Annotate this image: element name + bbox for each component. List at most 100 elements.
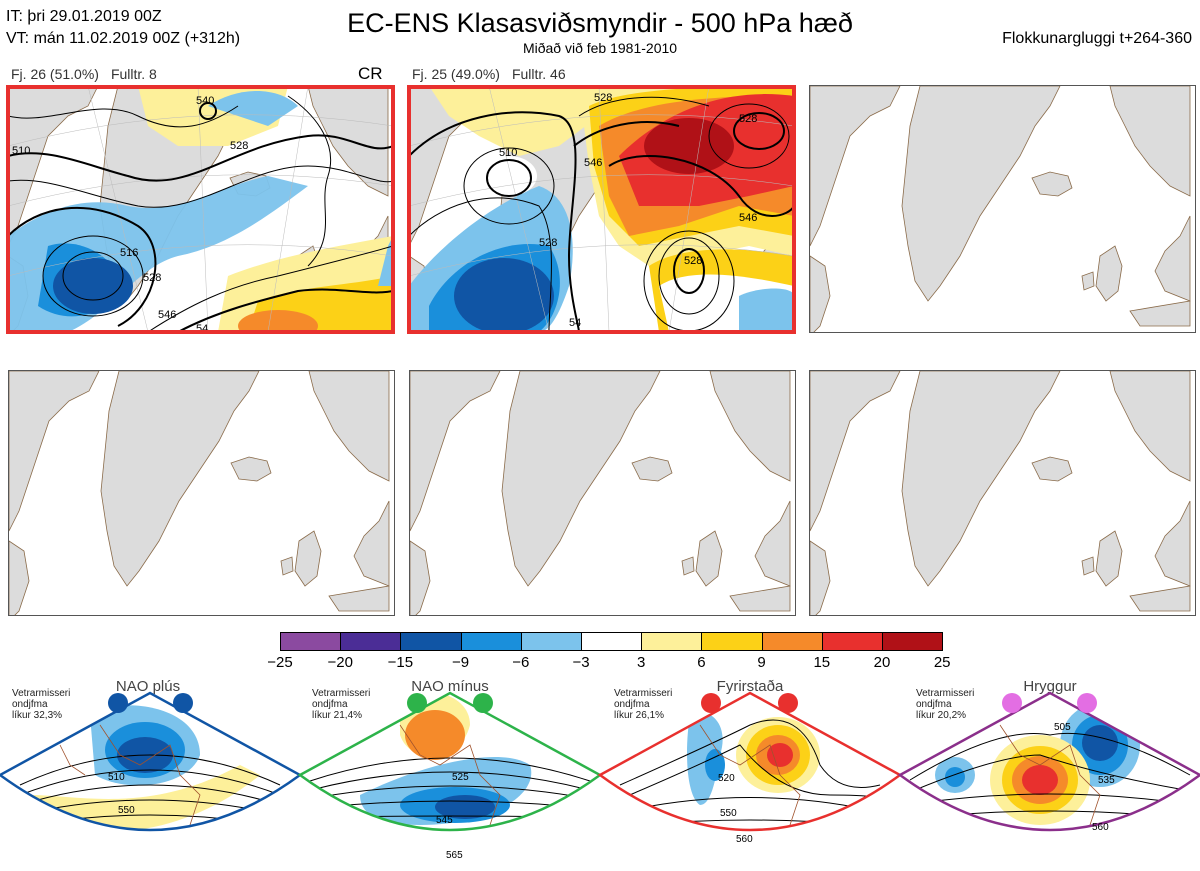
- colorbar-segment: [581, 632, 643, 651]
- note-line: ondjfma: [614, 699, 650, 710]
- note-line: Vetrarmisseri: [614, 688, 673, 699]
- note-line: líkur 26,1%: [614, 710, 665, 721]
- contour-label: 550: [118, 805, 135, 816]
- empty-map-4: [9, 371, 394, 615]
- empty-map-5: [410, 371, 795, 615]
- colorbar-segment: [460, 632, 522, 651]
- cluster-map-2-graphic: 528 510 528 546 528 546 528 54: [409, 86, 794, 332]
- colorbar-segment: [400, 632, 462, 651]
- contour-label: 550: [720, 808, 737, 819]
- colorbar-tick: 9: [757, 654, 766, 671]
- contour-label: 540: [196, 95, 214, 107]
- empty-map-6: [810, 371, 1195, 615]
- regime-1-title: NAO plús: [115, 678, 181, 695]
- colorbar-tick: −15: [387, 654, 414, 671]
- contour-label: 516: [120, 247, 138, 259]
- contour-label: 528: [539, 237, 557, 249]
- contour-label: 528: [739, 113, 757, 125]
- regime-3-note: Vetrarmisseri ondjfma líkur 26,1%: [614, 688, 672, 721]
- panel-2-fj: Fj. 25 (49.0%): [412, 66, 500, 82]
- contour-label: 54: [569, 317, 581, 329]
- contour-label: 520: [718, 773, 735, 784]
- note-line: líkur 32,3%: [12, 710, 63, 721]
- contour-label: 510: [108, 772, 125, 783]
- cluster-map-1[interactable]: 540 528 510 516 528 546 54: [8, 86, 393, 332]
- regime-3-title: Fyrirstaða: [716, 678, 784, 695]
- contour-label: 54: [196, 323, 208, 332]
- regime-4-title: Hryggur: [1023, 678, 1077, 695]
- colorbar-segment: [520, 632, 582, 651]
- contour-label: 528: [594, 92, 612, 104]
- colorbar-segment: [641, 632, 703, 651]
- regime-2-title: NAO mínus: [411, 678, 489, 695]
- colorbar-segment: [821, 632, 883, 651]
- contour-label: 510: [499, 147, 517, 159]
- regime-4-marker-right: [1077, 693, 1097, 713]
- regime-4-note: Vetrarmisseri ondjfma líkur 20,2%: [916, 688, 974, 721]
- colorbar-tick: −9: [452, 654, 470, 671]
- panel-2-label: Fj. 25 (49.0%) Fulltr. 46: [412, 66, 566, 82]
- contour-label: 560: [736, 834, 753, 845]
- page-subtitle: Miðað við feb 1981-2010: [522, 40, 678, 56]
- panel-1-label: Fj. 26 (51.0%) Fulltr. 8: [11, 66, 157, 82]
- contour-label: 528: [230, 140, 248, 152]
- page-title: EC-ENS Klasasviðsmyndir - 500 hPa hæð: [347, 8, 853, 38]
- regime-1-map: 510 550: [0, 691, 303, 832]
- header-info: IT: þri 29.01.2019 00Z VT: mán 11.02.201…: [6, 6, 240, 50]
- regime-3-marker-left: [701, 693, 721, 713]
- contour-label: 565: [446, 850, 463, 861]
- contour-label: 510: [12, 145, 30, 157]
- colorbar-tick: 6: [697, 654, 706, 671]
- panel-1-tag: CR: [358, 64, 383, 83]
- regime-2-marker-left: [407, 693, 427, 713]
- contour-label: 546: [584, 157, 602, 169]
- colorbar-tick: −20: [327, 654, 353, 671]
- note-line: ondjfma: [12, 699, 48, 710]
- contour-label: 545: [436, 815, 453, 826]
- cluster-map-1-graphic: 540 528 510 516 528 546 54: [8, 86, 393, 332]
- regime-1-note: Vetrarmisseri ondjfma líkur 32,3%: [12, 688, 70, 721]
- colorbar-tick: 25: [933, 654, 951, 671]
- note-line: ondjfma: [916, 699, 952, 710]
- regime-4-map: 505 535 560: [897, 691, 1200, 833]
- contour-label: 560: [1092, 822, 1109, 833]
- regime-3-map: 520 550 560: [597, 691, 903, 845]
- regime-3-marker-right: [778, 693, 798, 713]
- colorbar-segment: [882, 632, 944, 651]
- colorbar-tick: 20: [873, 654, 891, 671]
- regime-2-marker-right: [473, 693, 493, 713]
- colorbar-segment: [761, 632, 823, 651]
- contour-label: 505: [1054, 722, 1071, 733]
- note-line: Vetrarmisseri: [312, 688, 371, 699]
- regime-2-note: Vetrarmisseri ondjfma líkur 21,4%: [312, 688, 370, 721]
- classification-window: Flokkunargluggi t+264-360: [1002, 30, 1192, 47]
- regime-thumbnails: 510 550 525 545 565: [0, 691, 1200, 861]
- note-line: líkur 20,2%: [916, 710, 967, 721]
- note-line: líkur 21,4%: [312, 710, 363, 721]
- panel-2-fulltr: Fulltr. 46: [511, 66, 566, 82]
- colorbar-segment: [340, 632, 402, 651]
- contour-label: 528: [684, 255, 702, 267]
- cluster-map-2[interactable]: 528 510 528 546 528 546 528 54: [409, 86, 794, 332]
- panel-1-fj: Fj. 26 (51.0%): [11, 66, 99, 82]
- contour-label: 525: [452, 772, 469, 783]
- regime-1-marker-left: [108, 693, 128, 713]
- colorbar-segment: [280, 632, 342, 651]
- colorbar-tick: −25: [267, 654, 293, 671]
- empty-map-3: [810, 86, 1195, 332]
- empty-map-3-graphic: [810, 86, 1191, 332]
- regime-1-marker-right: [173, 693, 193, 713]
- contour-label: 528: [143, 272, 161, 284]
- note-line: Vetrarmisseri: [12, 688, 71, 699]
- panel-1-fulltr: Fulltr. 8: [110, 66, 157, 82]
- colorbar-tick: 3: [637, 654, 646, 671]
- note-line: Vetrarmisseri: [916, 688, 975, 699]
- colorbar-tick: 15: [813, 654, 831, 671]
- initial-time: IT: þri 29.01.2019 00Z: [6, 8, 162, 25]
- contour-label: 546: [739, 212, 757, 224]
- valid-time: VT: mán 11.02.2019 00Z (+312h): [6, 30, 241, 47]
- colorbar-tick: −6: [512, 654, 530, 671]
- empty-map-5-graphic: [410, 371, 791, 615]
- regime-2-map: 525 545 565: [297, 691, 603, 861]
- regime-4-marker-left: [1002, 693, 1022, 713]
